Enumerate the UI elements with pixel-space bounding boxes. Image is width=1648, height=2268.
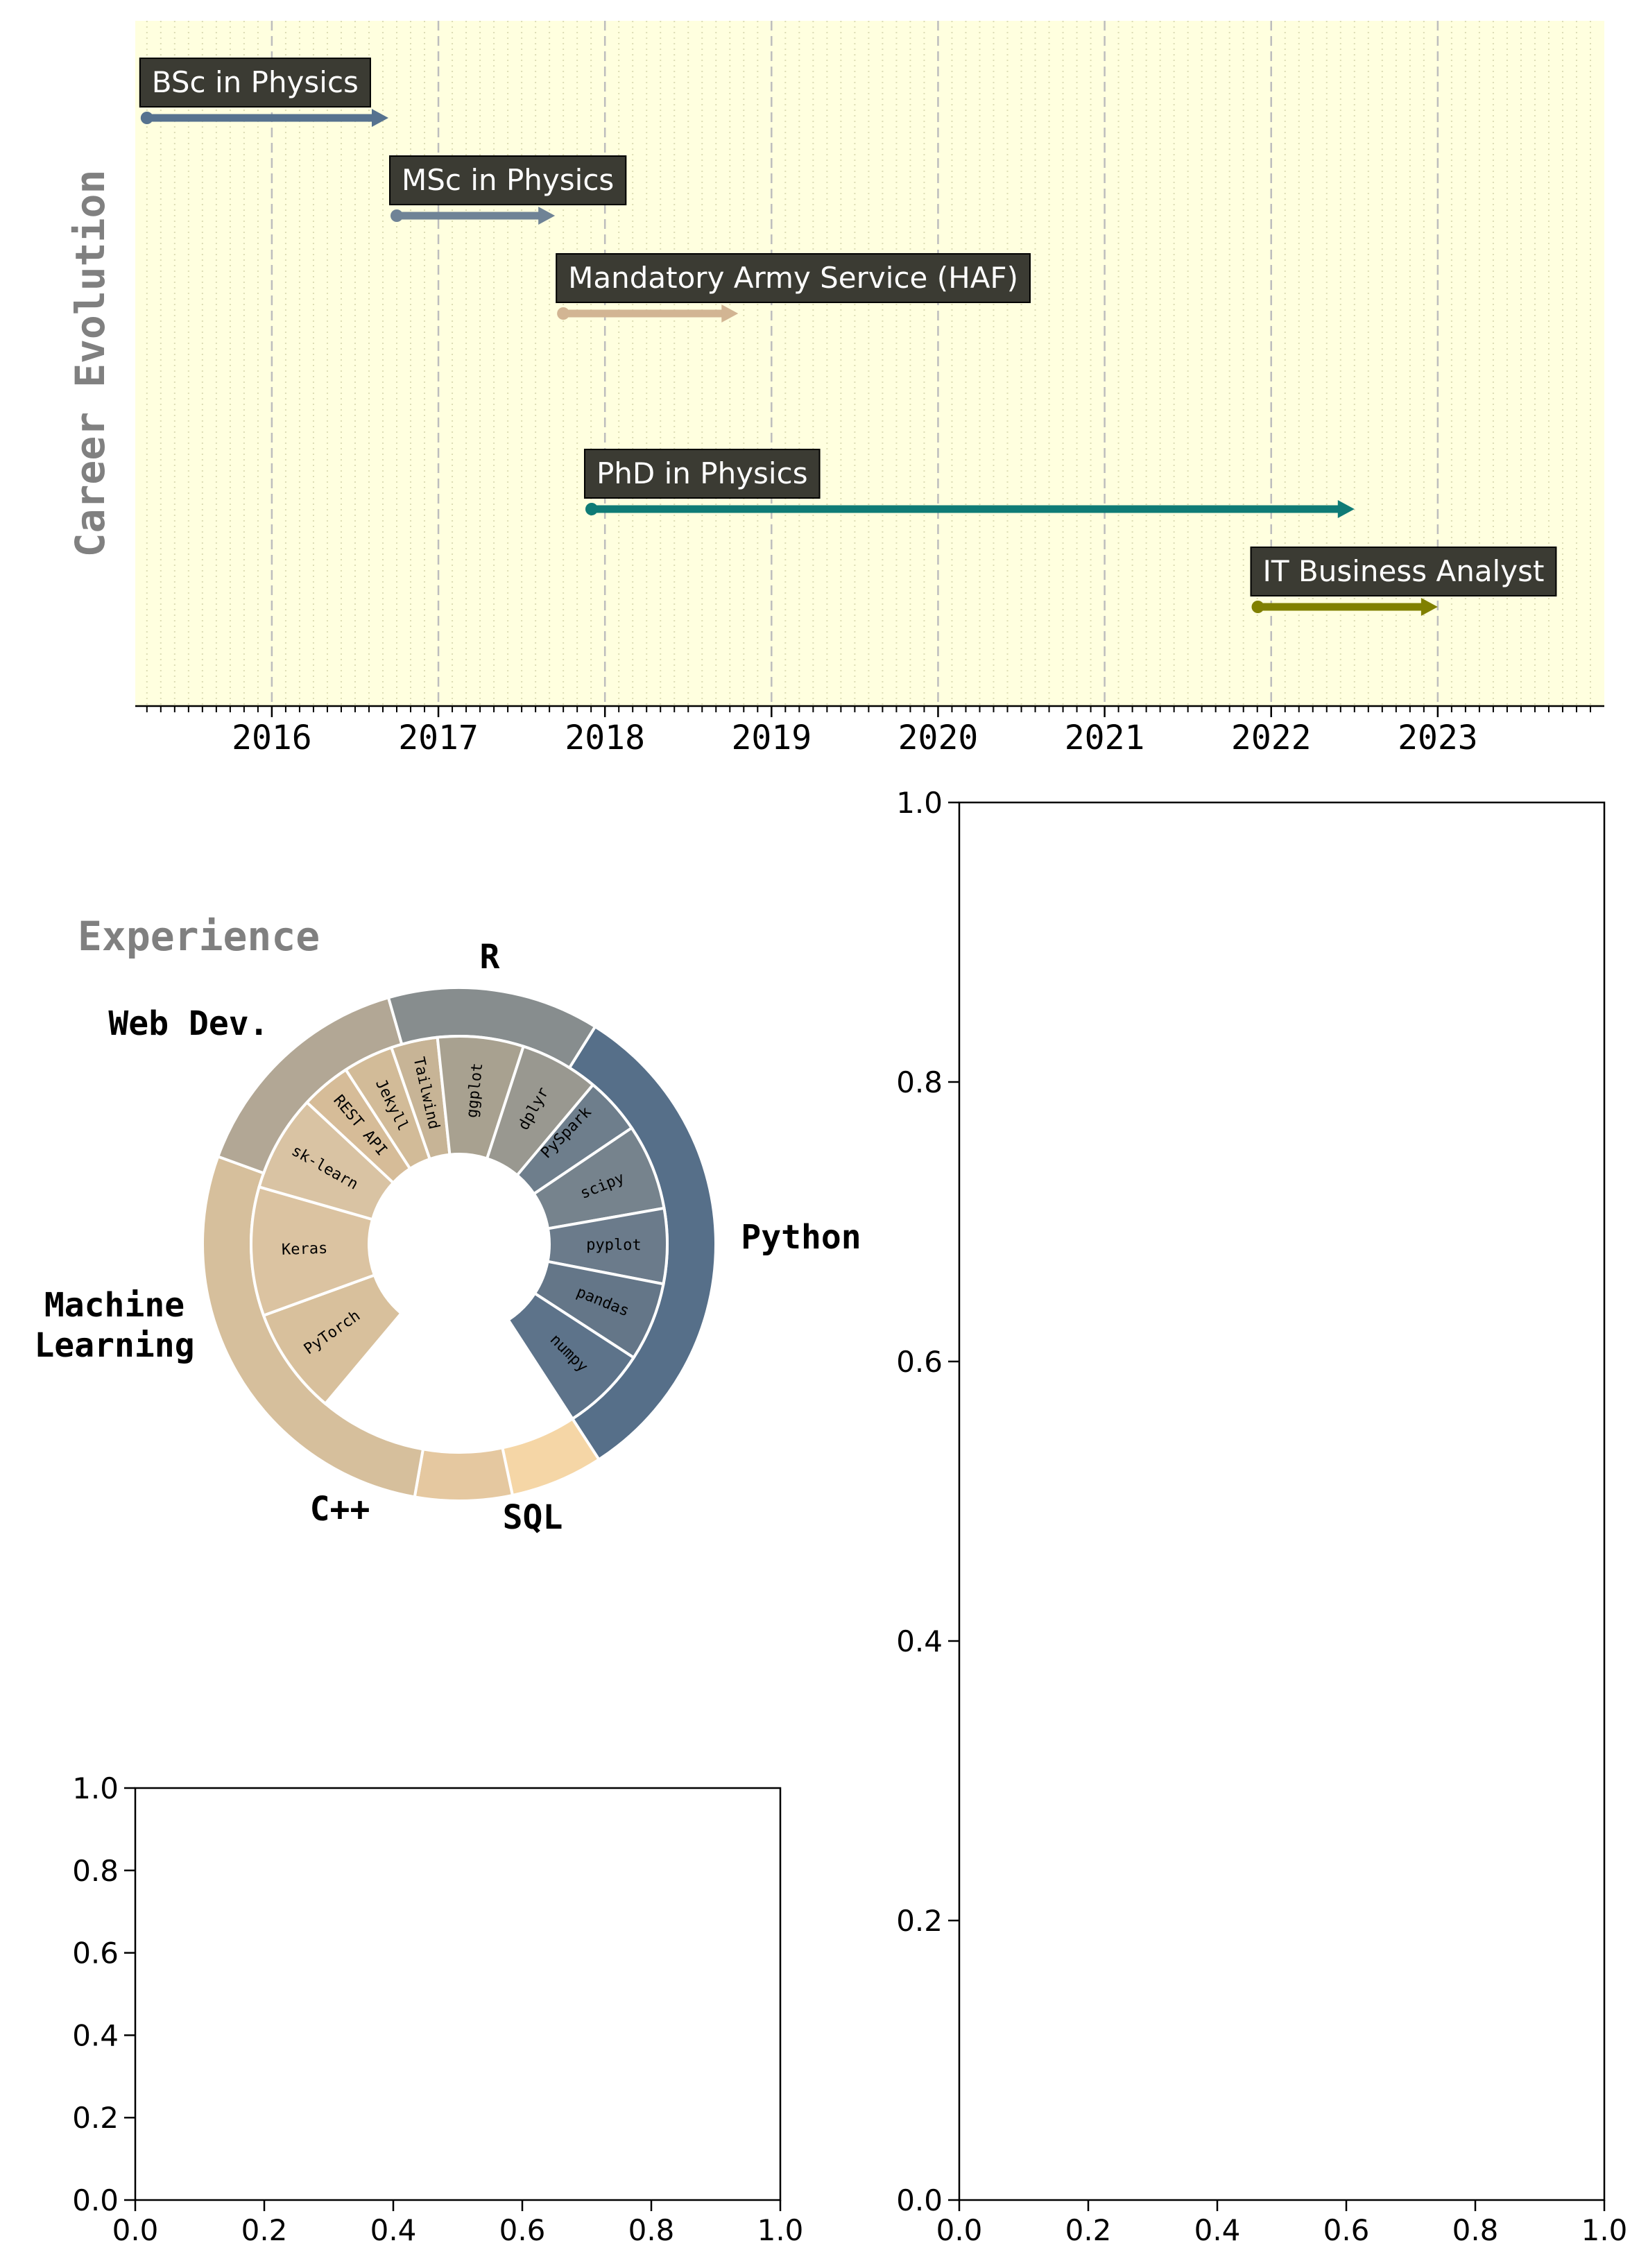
x-tick-label: 2017 <box>398 719 479 757</box>
x-tick-label: 2018 <box>565 719 645 757</box>
y-tick-label: 0.4 <box>896 1624 943 1658</box>
sunburst-outer-c <box>413 1446 515 1502</box>
empty-axes-right: 0.0 0.2 0.4 0.6 0.8 1.0 0.0 0.2 0.4 0.6 0.8 1.0 <box>896 786 1627 2247</box>
x-tick-label: 0.6 <box>499 2213 546 2247</box>
event-end-arrow <box>538 207 556 225</box>
sunburst-outer-label-line: Learning <box>34 1326 194 1365</box>
event-end-arrow <box>721 304 739 323</box>
event-label-box <box>139 58 371 108</box>
y-tick-label: 0.2 <box>72 2101 119 2135</box>
timeline-y-label: Career Evolution <box>67 170 114 558</box>
y-tick-label: 0.8 <box>72 1854 119 1888</box>
x-tick-label: 2022 <box>1231 719 1312 757</box>
event-end-arrow <box>372 109 389 127</box>
y-tick-label: 0.6 <box>896 1345 943 1379</box>
event-end-arrow <box>1420 598 1438 616</box>
axes-frame <box>958 801 1606 2201</box>
x-tick-label: 0.0 <box>112 2213 159 2247</box>
event-end-arrow <box>1337 500 1355 518</box>
x-tick-label: 0.2 <box>241 2213 288 2247</box>
sunburst-outer-label-machine-learning: Machine Learning <box>34 1286 194 1365</box>
event-label: BSc in Physics <box>152 65 359 99</box>
x-tick-label: 2021 <box>1065 719 1145 757</box>
sunburst-outer-label-web-dev: Web Dev. <box>108 1004 268 1043</box>
y-tick-label: 1.0 <box>896 786 943 820</box>
y-tick-label: 1.0 <box>72 1771 119 1805</box>
y-tick-label: 0.0 <box>896 2183 943 2217</box>
x-tick-label: 1.0 <box>757 2213 804 2247</box>
sunburst-wedges <box>201 986 717 1502</box>
x-tick-label: 2020 <box>898 719 979 757</box>
x-tick-label: 2019 <box>732 719 812 757</box>
x-tick-label: 0.4 <box>1194 2213 1241 2247</box>
y-tick-label: 0.6 <box>72 1936 119 1970</box>
event-label-box <box>389 155 627 205</box>
event-start-marker <box>557 307 570 320</box>
x-tick-label: 0.8 <box>1452 2213 1499 2247</box>
x-tick-label: 0.6 <box>1323 2213 1370 2247</box>
event-msc-in-physics: MSc in Physics <box>389 155 627 225</box>
event-label: IT Business Analyst <box>1263 554 1545 588</box>
x-tick-label: 0.2 <box>1065 2213 1112 2247</box>
event-mandatory-army-service-haf: Mandatory Army Service (HAF) <box>556 253 1031 323</box>
x-tick-label: 0.4 <box>370 2213 417 2247</box>
sunburst-outer-label-r: R <box>480 938 500 977</box>
x-tick-label: 2023 <box>1398 719 1478 757</box>
event-start-marker <box>140 112 153 124</box>
sunburst-inner-label: Keras <box>282 1240 328 1259</box>
event-label-box <box>583 449 821 499</box>
event-start-marker <box>585 503 598 515</box>
y-tick-label: 0.8 <box>896 1065 943 1099</box>
x-tick-label: 2016 <box>232 719 312 757</box>
sunburst-outer-label-python: Python <box>741 1218 861 1257</box>
event-bsc-in-physics: BSc in Physics <box>139 58 389 127</box>
y-tick-label: 0.4 <box>72 2018 119 2052</box>
sunburst-inner-label: pyplot <box>586 1237 642 1255</box>
timeline-x-ticks: 2016 2017 2018 2019 2020 2021 2022 2023 <box>146 706 1591 757</box>
y-tick-label: 0.0 <box>72 2183 119 2217</box>
y-tick-label: 0.2 <box>896 1904 943 1938</box>
axes-frame <box>134 1787 782 2201</box>
experience-sunburst: Experience PySparkscipypyplotpandasnumpy… <box>34 913 861 1537</box>
event-label: Mandatory Army Service (HAF) <box>568 261 1018 295</box>
sunburst-inner-dplyr <box>485 1045 595 1178</box>
event-start-marker <box>390 209 404 222</box>
sunburst-outer-label-sql: SQL <box>503 1498 563 1537</box>
x-tick-label: 0.0 <box>936 2213 983 2247</box>
event-phd-in-physics: PhD in Physics <box>583 449 1355 518</box>
event-label-box <box>1250 547 1557 596</box>
empty-axes-bottom-left: 0.0 0.2 0.4 0.6 0.8 1.0 0.0 0.2 0.4 0.6 0.8 1.0 <box>72 1771 803 2247</box>
x-tick-label: 0.8 <box>628 2213 675 2247</box>
sunburst-outer-label-c: C++ <box>310 1490 370 1529</box>
timeline-chart: 2016 2017 2018 2019 2020 2021 2022 2023 BSc in … <box>67 21 1604 757</box>
sunburst-inner-keras <box>250 1185 377 1318</box>
event-label: PhD in Physics <box>596 456 808 490</box>
x-tick-label: 1.0 <box>1581 2213 1628 2247</box>
timeline-events: BSc in Physics MSc in Physics Mandatory Ar… <box>139 58 1557 616</box>
event-it-business-analyst: IT Business Analyst <box>1250 547 1557 616</box>
event-label: MSc in Physics <box>402 163 614 197</box>
sunburst-title: Experience <box>78 913 320 960</box>
sunburst-outer-label-line: Machine <box>44 1286 184 1325</box>
event-start-marker <box>1251 601 1264 613</box>
event-label-box <box>556 253 1031 303</box>
